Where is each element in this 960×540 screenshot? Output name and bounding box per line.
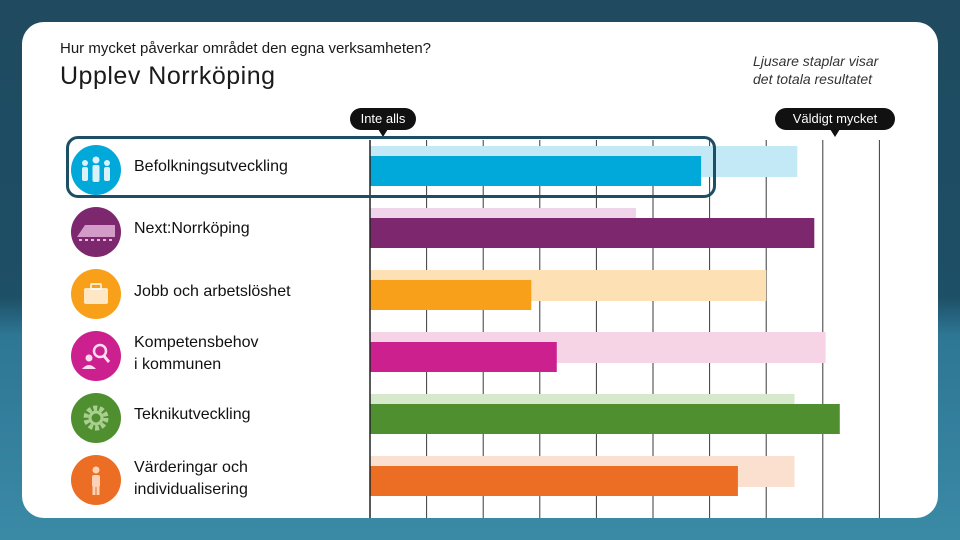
row-label-teknikutveckling: Teknikutveckling	[134, 404, 251, 426]
highlight-frame	[66, 136, 716, 198]
legend-note-line1: Ljusare staplar visar	[753, 53, 879, 69]
chart-title: Upplev Norrköping	[60, 62, 276, 90]
person-icon	[71, 455, 121, 505]
row-label-kompetensbehov: Kompetensbehov i kommunen	[134, 332, 259, 376]
bar-segment	[370, 404, 840, 434]
row-label-jobb: Jobb och arbetslöshet	[134, 281, 291, 303]
row-label-line: Teknikutveckling	[134, 406, 251, 423]
chart-question: Hur mycket påverkar området den egna ver…	[60, 40, 432, 57]
row-label-line: Befolkningsutveckling	[134, 158, 288, 175]
person-search-icon	[71, 331, 121, 381]
row-label-varderingar: Värderingar och individualisering	[134, 457, 248, 501]
legend-note: Ljusare staplar visar det totala resulta…	[753, 52, 913, 88]
scale-min-label: Inte alls	[350, 108, 416, 137]
row-label-line: i kommunen	[134, 356, 222, 373]
row-label-next-norrkoping: Next:Norrköping	[134, 218, 250, 240]
row-label-line: Next:Norrköping	[134, 220, 250, 237]
bar-segment	[370, 280, 532, 310]
scale-max-label: Väldigt mycket	[775, 108, 895, 137]
row-label-befolkningsutveckling: Befolkningsutveckling	[134, 156, 288, 178]
row-label-line: individualisering	[134, 481, 248, 498]
row-label-line: Kompetensbehov	[134, 334, 259, 351]
bar-segment	[370, 218, 815, 248]
gear-icon	[71, 393, 121, 443]
briefcase-icon	[71, 269, 121, 319]
bar-segment	[370, 156, 702, 186]
bar-chart	[369, 140, 880, 518]
legend-note-line2: det totala resultatet	[753, 71, 873, 87]
bar-segment	[370, 342, 557, 372]
row-label-line: Värderingar och	[134, 459, 248, 476]
train-icon	[71, 207, 121, 257]
bar-segment	[370, 466, 738, 496]
chart-card: Hur mycket påverkar området den egna ver…	[22, 22, 938, 518]
people-group-icon	[71, 145, 121, 195]
row-label-line: Jobb och arbetslöshet	[134, 283, 291, 300]
